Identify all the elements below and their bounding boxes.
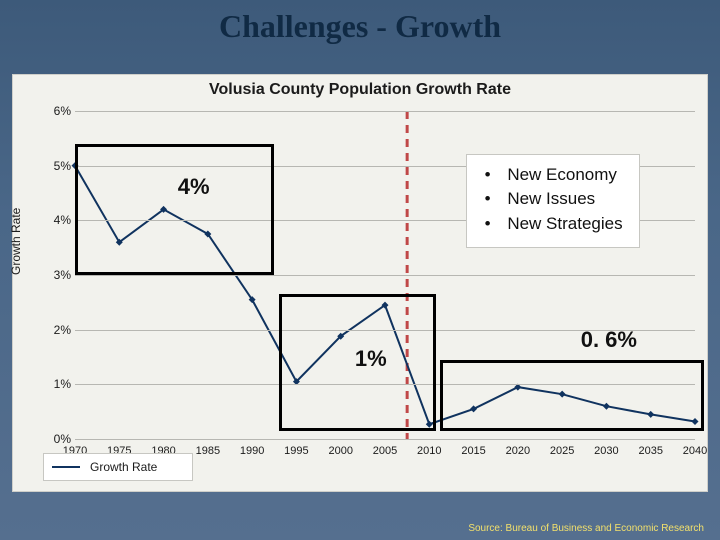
legend-label: Growth Rate xyxy=(90,460,157,474)
annotation-label-06pct: 0. 6% xyxy=(581,327,637,353)
gridline xyxy=(75,439,695,440)
annotation-box-era3 xyxy=(440,360,704,431)
slide-title: Challenges - Growth xyxy=(0,8,720,45)
y-tick-label: 0% xyxy=(41,432,71,446)
callout-line: • New Strategies xyxy=(485,212,623,237)
y-tick-label: 5% xyxy=(41,159,71,173)
callout-box: • New Economy• New Issues• New Strategie… xyxy=(466,154,640,248)
y-tick-label: 6% xyxy=(41,104,71,118)
callout-line: • New Issues xyxy=(485,187,623,212)
plot-area: 0%1%2%3%4%5%6%19701975198019851990199520… xyxy=(75,111,695,439)
gridline xyxy=(75,275,695,276)
source-line: Source: Bureau of Business and Economic … xyxy=(468,523,704,534)
x-tick-label: 2010 xyxy=(417,445,441,457)
y-tick-label: 3% xyxy=(41,268,71,282)
y-axis-title: Growth Rate xyxy=(9,208,23,275)
x-tick-label: 2035 xyxy=(638,445,662,457)
x-tick-label: 2040 xyxy=(683,445,707,457)
x-tick-label: 1990 xyxy=(240,445,264,457)
x-tick-label: 2020 xyxy=(506,445,530,457)
chart-panel: Volusia County Population Growth Rate Gr… xyxy=(12,74,708,492)
x-tick-label: 2025 xyxy=(550,445,574,457)
annotation-label-4pct: 4% xyxy=(178,174,210,200)
x-tick-label: 2005 xyxy=(373,445,397,457)
chart-title: Volusia County Population Growth Rate xyxy=(13,81,707,99)
x-tick-label: 2000 xyxy=(328,445,352,457)
gridline xyxy=(75,111,695,112)
callout-line: • New Economy xyxy=(485,163,623,188)
legend-swatch xyxy=(52,466,80,468)
x-tick-label: 2030 xyxy=(594,445,618,457)
y-tick-label: 2% xyxy=(41,323,71,337)
annotation-box-era1 xyxy=(75,144,274,275)
y-tick-label: 1% xyxy=(41,377,71,391)
legend: Growth Rate xyxy=(43,453,193,481)
x-tick-label: 2015 xyxy=(461,445,485,457)
annotation-label-1pct: 1% xyxy=(355,346,387,372)
y-tick-label: 4% xyxy=(41,213,71,227)
x-tick-label: 1985 xyxy=(196,445,220,457)
x-tick-label: 1995 xyxy=(284,445,308,457)
